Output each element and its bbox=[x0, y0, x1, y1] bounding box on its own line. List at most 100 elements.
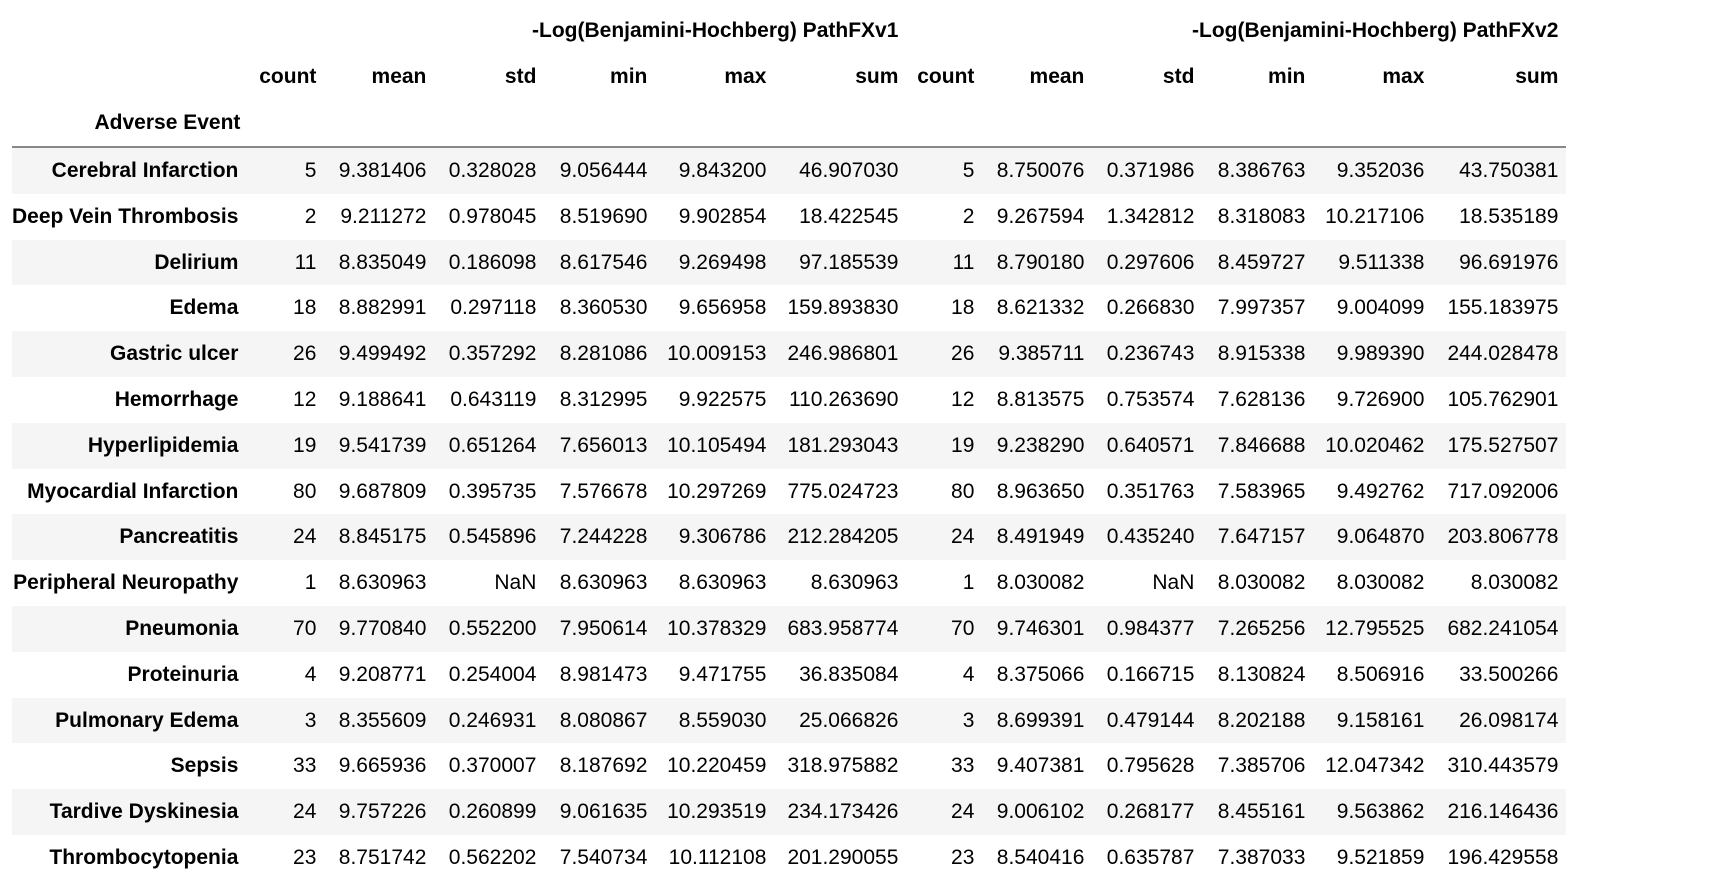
table-row: Deep Vein Thrombosis 2 9.211272 0.978045 8.5… bbox=[12, 193, 1567, 240]
cell-v1-std: 0.357292 bbox=[448, 342, 537, 366]
cell-v2-std: 0.236743 bbox=[1106, 342, 1195, 366]
cell-v1-count: 11 bbox=[294, 250, 317, 274]
cell-v1-min: 8.187692 bbox=[559, 754, 648, 778]
table-row: Thrombocytopenia 23 8.751742 0.562202 7.5407… bbox=[12, 834, 1567, 881]
cell-v1-sum: 234.173426 bbox=[787, 800, 899, 824]
cell-v1-std: 0.254004 bbox=[448, 662, 537, 686]
cell-v2-max: 9.989390 bbox=[1336, 342, 1425, 366]
cell-v1-std: 0.370007 bbox=[448, 754, 537, 778]
cell-v2-min: 7.387033 bbox=[1217, 845, 1306, 869]
cell-v1-std: 0.562202 bbox=[448, 845, 537, 869]
table-row: Proteinuria 4 9.208771 0.254004 8.981473 9.47… bbox=[12, 651, 1567, 698]
cell-v1-min: 8.617546 bbox=[559, 250, 648, 274]
table-row: Tardive Dyskinesia 24 9.757226 0.260899 9.06… bbox=[12, 789, 1567, 835]
cell-v1-max: 8.559030 bbox=[678, 708, 767, 732]
cell-v2-max: 9.726900 bbox=[1336, 387, 1425, 411]
table-row: Peripheral Neuropathy 1 8.630963 NaN 8.63096… bbox=[12, 560, 1567, 606]
cell-v2-sum: 682.241054 bbox=[1447, 616, 1559, 640]
cell-v2-mean: 8.621332 bbox=[996, 296, 1085, 320]
cell-v2-count: 33 bbox=[951, 754, 975, 778]
table-row: Hyperlipidemia 19 9.541739 0.651264 7.656013… bbox=[12, 422, 1567, 469]
cell-v2-count: 23 bbox=[951, 845, 975, 869]
row-label-adverse-event: Thrombocytopenia bbox=[49, 845, 239, 869]
cell-v1-sum: 110.263690 bbox=[789, 387, 899, 411]
cell-v2-mean: 8.699391 bbox=[996, 708, 1085, 732]
col-header-sum: sum bbox=[1515, 65, 1559, 88]
cell-v2-std: 0.351763 bbox=[1106, 479, 1195, 503]
cell-v1-max: 10.009153 bbox=[667, 342, 767, 366]
cell-v2-mean: 9.006102 bbox=[996, 800, 1085, 824]
cell-v2-sum: 203.806778 bbox=[1447, 525, 1559, 549]
cell-v2-std: 1.342812 bbox=[1106, 204, 1195, 228]
cell-v2-mean: 8.030082 bbox=[996, 571, 1085, 595]
cell-v1-mean: 8.355609 bbox=[338, 708, 427, 732]
cell-v1-min: 8.630963 bbox=[559, 571, 648, 595]
row-label-adverse-event: Pneumonia bbox=[125, 616, 239, 640]
cell-v1-std: 0.297118 bbox=[450, 296, 537, 320]
cell-v2-sum: 717.092006 bbox=[1447, 479, 1559, 503]
cell-v2-count: 2 bbox=[962, 204, 975, 228]
cell-v1-count: 18 bbox=[293, 296, 317, 320]
cell-v2-max: 10.217106 bbox=[1325, 204, 1425, 228]
cell-v2-max: 9.158161 bbox=[1336, 708, 1425, 732]
cell-v1-max: 9.269498 bbox=[678, 250, 767, 274]
cell-v1-max: 9.306786 bbox=[678, 525, 767, 549]
cell-v1-count: 5 bbox=[304, 159, 317, 182]
col-header-mean: mean bbox=[1029, 65, 1085, 88]
table-row: Pancreatitis 24 8.845175 0.545896 7.244228 9.… bbox=[12, 514, 1567, 561]
cell-v2-mean: 8.963650 bbox=[996, 479, 1085, 503]
cell-v2-sum: 105.762901 bbox=[1447, 387, 1559, 411]
cell-v2-min: 8.915338 bbox=[1217, 342, 1306, 366]
cell-v2-sum: 33.500266 bbox=[1459, 662, 1559, 686]
col-header-sum: sum bbox=[855, 65, 899, 88]
cell-v2-count: 3 bbox=[962, 708, 975, 732]
col-header-std: std bbox=[504, 65, 537, 88]
cell-v1-std: NaN bbox=[494, 571, 537, 595]
cell-v1-min: 7.576678 bbox=[559, 479, 648, 503]
cell-v1-mean: 9.499492 bbox=[338, 342, 427, 366]
cell-v1-count: 23 bbox=[293, 845, 317, 869]
cell-v2-sum: 26.098174 bbox=[1459, 708, 1559, 732]
col-header-max: max bbox=[1382, 65, 1425, 88]
col-header-count: count bbox=[259, 65, 317, 88]
cell-v1-max: 10.297269 bbox=[667, 479, 767, 503]
cell-v1-count: 24 bbox=[293, 525, 317, 549]
cell-v1-min: 8.312995 bbox=[559, 387, 648, 411]
group-header-row: -Log(Benjamini-Hochberg) PathFXv1 -Log(B… bbox=[12, 8, 1566, 54]
cell-v2-max: 8.506916 bbox=[1336, 662, 1425, 686]
col-header-max: max bbox=[724, 65, 767, 88]
cell-v1-sum: 246.986801 bbox=[787, 342, 899, 366]
cell-v1-std: 0.978045 bbox=[448, 204, 537, 228]
cell-v2-max: 9.064870 bbox=[1336, 525, 1425, 549]
cell-v2-mean: 8.491949 bbox=[996, 525, 1085, 549]
cell-v1-min: 8.080867 bbox=[559, 708, 648, 732]
cell-v2-mean: 9.238290 bbox=[996, 433, 1085, 457]
cell-v2-sum: 244.028478 bbox=[1447, 342, 1559, 366]
col-header-min: min bbox=[1268, 65, 1306, 88]
table-row: Sepsis 33 9.665936 0.370007 8.187692 10.22045… bbox=[12, 743, 1567, 790]
cell-v2-sum: 18.535189 bbox=[1459, 204, 1559, 228]
cell-v1-count: 3 bbox=[304, 708, 317, 732]
cell-v2-mean: 8.750076 bbox=[996, 159, 1085, 182]
cell-v2-max: 9.511338 bbox=[1338, 250, 1425, 274]
cell-v2-count: 1 bbox=[962, 571, 975, 595]
row-label-adverse-event: Proteinuria bbox=[127, 662, 239, 686]
cell-v2-max: 12.047342 bbox=[1325, 754, 1425, 778]
cell-v2-mean: 8.790180 bbox=[996, 250, 1085, 274]
cell-v1-count: 33 bbox=[293, 754, 317, 778]
cell-v1-std: 0.651264 bbox=[448, 433, 537, 457]
dataframe-output: -Log(Benjamini-Hochberg) PathFXv1 -Log(B… bbox=[12, 8, 1567, 881]
group-header-pathfxv2: -Log(Benjamini-Hochberg) PathFXv2 bbox=[1192, 19, 1559, 42]
cell-v1-min: 7.950614 bbox=[559, 616, 648, 640]
cell-v2-std: 0.371986 bbox=[1106, 159, 1195, 182]
cell-v1-count: 19 bbox=[293, 433, 317, 457]
cell-v1-max: 10.378329 bbox=[667, 616, 767, 640]
cell-v2-std: 0.166715 bbox=[1106, 662, 1195, 686]
cell-v1-max: 10.105494 bbox=[667, 433, 767, 457]
cell-v2-mean: 9.385711 bbox=[998, 342, 1085, 366]
table-row: Hemorrhage 12 9.188641 0.643119 8.312995 9.92… bbox=[12, 376, 1567, 423]
corner-header bbox=[12, 8, 248, 54]
cell-v1-sum: 46.907030 bbox=[799, 159, 899, 182]
cell-v1-mean: 9.188641 bbox=[338, 387, 427, 411]
cell-v1-min: 9.056444 bbox=[559, 159, 648, 182]
